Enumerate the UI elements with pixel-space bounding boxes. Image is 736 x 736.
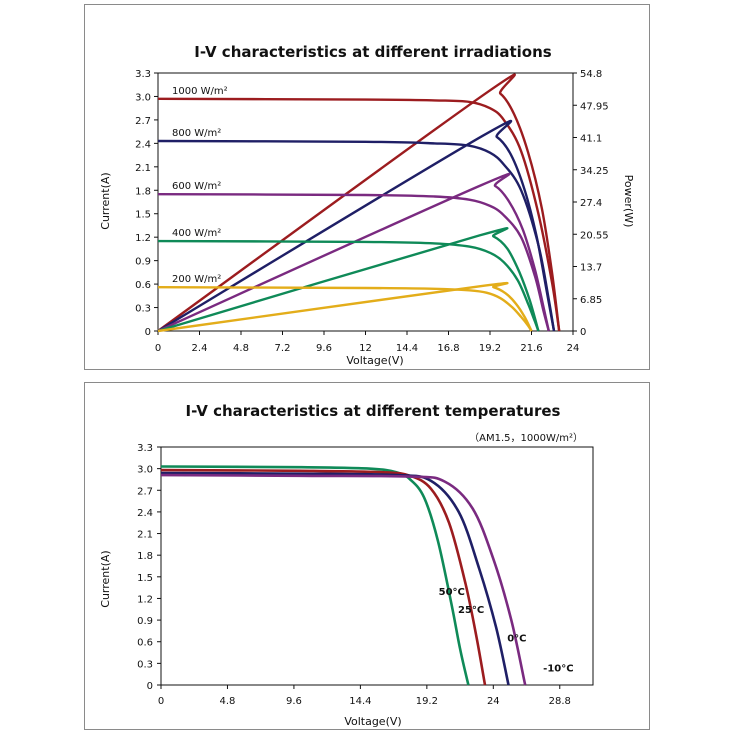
iv-curve <box>157 239 540 332</box>
series-label: 200 W/m² <box>172 274 221 285</box>
series-label: 50°C <box>439 587 465 598</box>
y-tick-label: 1.5 <box>137 573 153 584</box>
x-tick-label: 21.6 <box>520 343 542 354</box>
y-tick-label: 0 <box>145 327 151 338</box>
y-tick-label: 3.0 <box>135 92 151 103</box>
y2-tick-label: 0 <box>580 327 586 338</box>
plot-frame <box>160 446 594 686</box>
y2-tick-label: 27.4 <box>580 198 602 209</box>
x-tick-label: 2.4 <box>192 343 208 354</box>
y-tick-label: 2.7 <box>137 486 153 497</box>
y-tick-label: 0 <box>147 681 153 692</box>
iv-curve <box>157 139 556 332</box>
y-tick-label: 0.3 <box>135 304 151 315</box>
series-label: 0°C <box>507 634 526 645</box>
y2-tick-label: 41.1 <box>580 134 602 145</box>
y2-tick-label: 34.25 <box>580 166 609 177</box>
x-tick-label: 19.2 <box>416 696 438 707</box>
x-tick-label: 7.2 <box>275 343 291 354</box>
x-tick-label: 0 <box>155 343 161 354</box>
series-label: 800 W/m² <box>172 128 221 139</box>
y-axis-label: Current(A) <box>99 172 112 229</box>
x-tick-label: 28.8 <box>549 696 571 707</box>
y-tick-label: 2.4 <box>137 508 153 519</box>
temperature-chart: I-V characteristics at different tempera… <box>99 402 594 728</box>
y-tick-label: 2.1 <box>137 530 153 541</box>
iv-curve <box>160 465 470 686</box>
x-tick-label: 24 <box>487 696 500 707</box>
y-tick-label: 0.3 <box>137 659 153 670</box>
x-tick-label: 9.6 <box>286 696 302 707</box>
y-axis-label: Current(A) <box>99 550 112 607</box>
series-label: 1000 W/m² <box>172 86 228 97</box>
power-curve <box>157 227 540 333</box>
iv-curve <box>160 473 527 686</box>
y-tick-label: 3.3 <box>135 69 151 80</box>
y-tick-label: 2.7 <box>135 116 151 127</box>
y2-tick-label: 47.95 <box>580 101 609 112</box>
series-label: -10°C <box>543 663 573 674</box>
x-tick-label: 19.2 <box>479 343 501 354</box>
y-tick-label: 0.9 <box>137 616 153 627</box>
irradiation-chart: I-V characteristics at different irradia… <box>99 43 635 367</box>
temperature-chart-panel: I-V characteristics at different tempera… <box>84 382 650 730</box>
x-axis-label: Voltage(V) <box>344 715 401 728</box>
x-tick-label: 24 <box>567 343 580 354</box>
power-curve <box>157 119 556 333</box>
x-tick-label: 4.8 <box>233 343 249 354</box>
x-tick-label: 4.8 <box>220 696 236 707</box>
irradiation-chart-panel: I-V characteristics at different irradia… <box>84 4 650 370</box>
y2-axis-label: Power(W) <box>622 175 635 228</box>
iv-curve <box>157 97 561 332</box>
y-tick-label: 3.3 <box>137 443 153 454</box>
y-tick-label: 0.6 <box>137 638 153 649</box>
series-label: 600 W/m² <box>172 181 221 192</box>
y2-tick-label: 54.8 <box>580 69 602 80</box>
x-tick-label: 9.6 <box>316 343 332 354</box>
x-axis-label: Voltage(V) <box>346 354 403 367</box>
power-curve <box>157 73 561 332</box>
chart-subtitle: （AM1.5，1000W/m²） <box>469 432 583 444</box>
y2-tick-label: 6.85 <box>580 295 602 306</box>
y-tick-label: 1.8 <box>135 186 151 197</box>
x-tick-label: 14.4 <box>349 696 371 707</box>
y-tick-label: 0.6 <box>135 280 151 291</box>
y-tick-label: 2.4 <box>135 139 151 150</box>
x-tick-label: 0 <box>158 696 164 707</box>
y-tick-label: 1.8 <box>137 551 153 562</box>
x-tick-label: 16.8 <box>437 343 459 354</box>
y-tick-label: 1.2 <box>137 594 153 605</box>
y-tick-label: 1.5 <box>135 210 151 221</box>
iv-curve <box>160 471 510 686</box>
x-tick-label: 14.4 <box>396 343 418 354</box>
chart-title: I-V characteristics at different tempera… <box>186 402 561 420</box>
y-tick-label: 3.0 <box>137 465 153 476</box>
iv-curve <box>157 286 533 332</box>
y2-tick-label: 20.55 <box>580 230 609 241</box>
chart-title: I-V characteristics at different irradia… <box>194 43 552 61</box>
series-label: 400 W/m² <box>172 228 221 239</box>
series-label: 25°C <box>458 605 484 616</box>
x-tick-label: 12 <box>359 343 372 354</box>
y2-tick-label: 13.7 <box>580 263 602 274</box>
y-tick-label: 1.2 <box>135 233 151 244</box>
y-tick-label: 0.9 <box>135 257 151 268</box>
iv-curve <box>157 193 550 332</box>
y-tick-label: 2.1 <box>135 163 151 174</box>
iv-curve <box>160 468 487 686</box>
power-curve <box>157 281 533 333</box>
